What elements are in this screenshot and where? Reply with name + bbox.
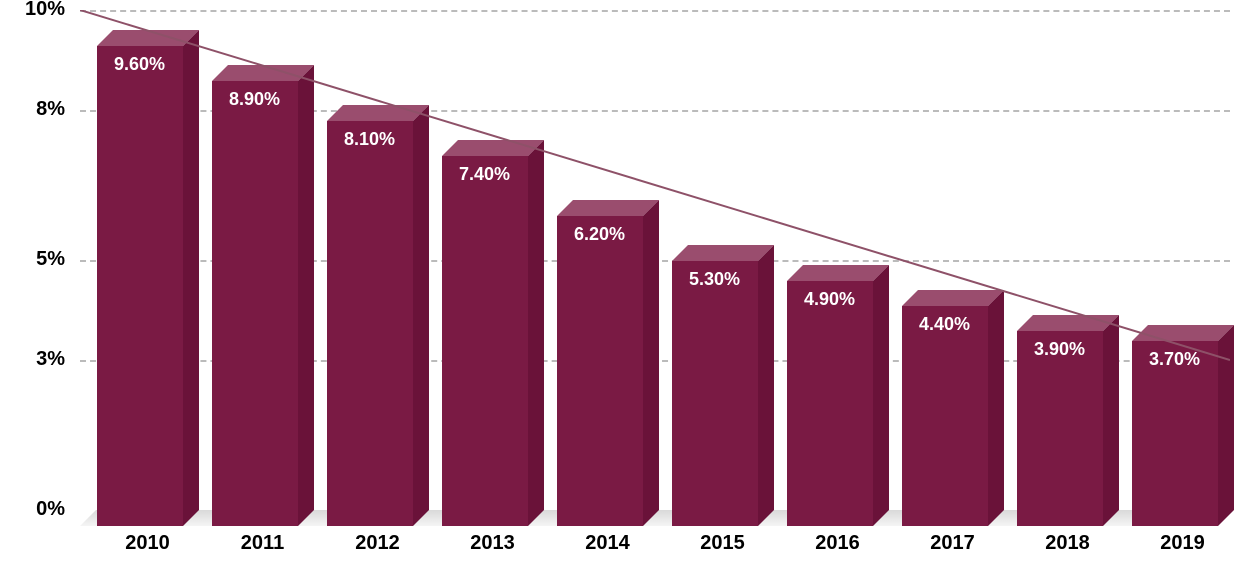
x-axis-tick-label: 2019 xyxy=(1125,532,1239,555)
bar-side xyxy=(1103,315,1119,526)
bar-value-label: 4.90% xyxy=(787,289,873,310)
bar-value-label: 6.20% xyxy=(557,224,643,245)
x-axis-tick-label: 2010 xyxy=(90,532,205,555)
bar: 8.90% xyxy=(212,65,314,526)
bar-top xyxy=(97,30,199,46)
bar-value-label: 4.40% xyxy=(902,314,988,335)
bar-side xyxy=(988,290,1004,526)
bar-front xyxy=(787,281,873,526)
bar-top xyxy=(672,245,774,261)
bar: 3.70% xyxy=(1132,325,1234,526)
bar-top xyxy=(557,200,659,216)
x-axis-tick-label: 2014 xyxy=(550,532,665,555)
y-axis-tick-label: 0% xyxy=(5,498,65,521)
bar-side xyxy=(1218,325,1234,526)
y-axis-tick-label: 3% xyxy=(5,348,65,371)
bar: 7.40% xyxy=(442,140,544,526)
bar-front xyxy=(97,46,183,526)
bar-side xyxy=(758,245,774,526)
bar: 5.30% xyxy=(672,245,774,526)
bar-chart: 9.60% 8.90% 8.10% 7.40% 6.20% 5.30% 4.90% 4.40%… xyxy=(0,0,1239,587)
bar: 6.20% xyxy=(557,200,659,526)
x-axis-tick-label: 2013 xyxy=(435,532,550,555)
bar-top xyxy=(442,140,544,156)
bar-side xyxy=(183,30,199,526)
bar: 9.60% xyxy=(97,30,199,526)
x-axis-tick-label: 2012 xyxy=(320,532,435,555)
x-axis-tick-label: 2018 xyxy=(1010,532,1125,555)
bar-front xyxy=(1017,331,1103,526)
bar-value-label: 3.70% xyxy=(1132,349,1218,370)
bar-top xyxy=(1017,315,1119,331)
bar-front xyxy=(442,156,528,526)
bar-front xyxy=(902,306,988,526)
bar: 8.10% xyxy=(327,105,429,526)
bar-front xyxy=(212,81,298,526)
gridline xyxy=(80,10,1230,12)
x-axis-tick-label: 2017 xyxy=(895,532,1010,555)
bar-front xyxy=(557,216,643,526)
bar-value-label: 3.90% xyxy=(1017,339,1103,360)
x-axis-tick-label: 2015 xyxy=(665,532,780,555)
bar-top xyxy=(1132,325,1234,341)
bar: 3.90% xyxy=(1017,315,1119,526)
x-axis-tick-label: 2011 xyxy=(205,532,320,555)
plot-area: 9.60% 8.90% 8.10% 7.40% 6.20% 5.30% 4.90% 4.40%… xyxy=(80,10,1230,510)
bar-value-label: 8.90% xyxy=(212,89,298,110)
bar-side xyxy=(413,105,429,526)
y-axis-tick-label: 8% xyxy=(5,98,65,121)
bar-top xyxy=(902,290,1004,306)
bar-top xyxy=(327,105,429,121)
bar: 4.90% xyxy=(787,265,889,526)
y-axis-tick-label: 10% xyxy=(5,0,65,21)
y-axis-tick-label: 5% xyxy=(5,248,65,271)
x-axis-tick-label: 2016 xyxy=(780,532,895,555)
bar: 4.40% xyxy=(902,290,1004,526)
bar-value-label: 7.40% xyxy=(442,164,528,185)
bar-value-label: 5.30% xyxy=(672,269,758,290)
bar-value-label: 9.60% xyxy=(97,54,183,75)
bar-side xyxy=(873,265,889,526)
bar-top xyxy=(787,265,889,281)
bar-side xyxy=(643,200,659,526)
bar-front xyxy=(327,121,413,526)
bar-front xyxy=(672,261,758,526)
bar-side xyxy=(528,140,544,526)
bar-top xyxy=(212,65,314,81)
bar-side xyxy=(298,65,314,526)
bar-value-label: 8.10% xyxy=(327,129,413,150)
